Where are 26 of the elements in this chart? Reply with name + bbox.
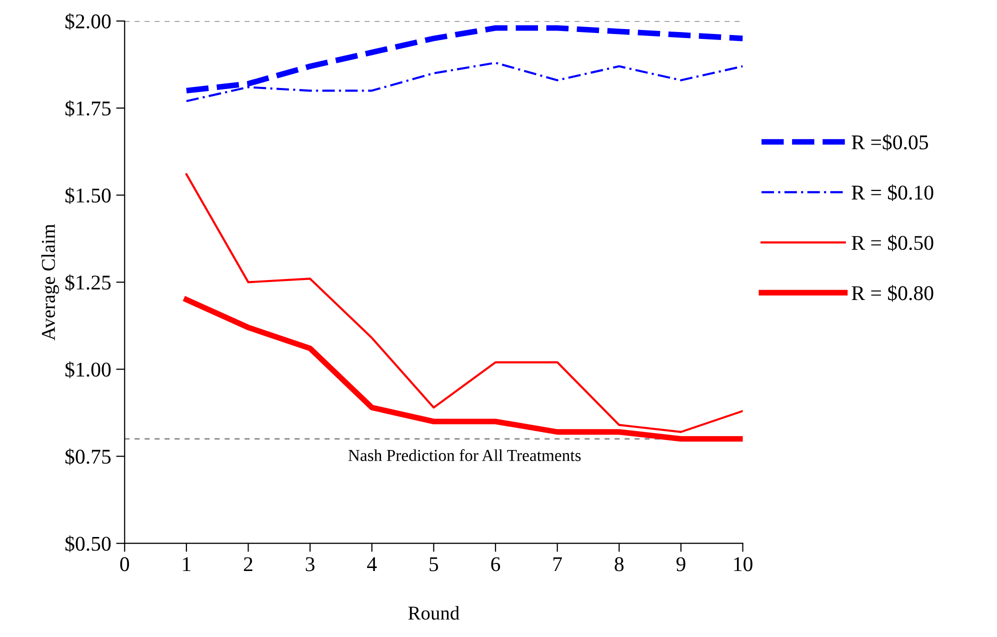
y-tick-label: $1.50: [65, 187, 111, 204]
legend-label: R =$0.05: [852, 134, 928, 151]
x-tick-label: 2: [244, 557, 252, 572]
y-tick-label: $2.00: [65, 13, 111, 30]
x-tick-label: 10: [734, 557, 752, 572]
x-tick-label: 0: [120, 557, 130, 572]
x-tick-label: 6: [491, 557, 500, 572]
ref-line-label: Nash Prediction for All Treatments: [348, 449, 581, 462]
line-series: [185, 173, 743, 433]
y-axis-title: Average Claim: [41, 224, 59, 340]
x-axis-title: Round: [408, 606, 460, 620]
y-tick-label: $0.50: [65, 536, 111, 552]
x-tick-label: 7: [553, 557, 562, 572]
y-tick-label: $1.00: [65, 361, 111, 378]
x-tick-label: 3: [306, 557, 314, 572]
x-tick-label: 9: [676, 557, 686, 572]
x-tick-label: 5: [430, 557, 438, 572]
y-tick-label: $0.75: [65, 448, 111, 466]
x-tick-label: 1: [183, 557, 190, 572]
x-tick-label: 4: [367, 557, 377, 572]
legend-label: R = $0.50: [852, 234, 934, 252]
x-tick-label: 8: [614, 557, 624, 572]
legend-label: R = $0.80: [852, 284, 934, 302]
y-tick-label: $1.25: [65, 274, 111, 292]
y-tick-label: $1.75: [65, 100, 111, 117]
legend-label: R = $0.10: [852, 184, 934, 202]
